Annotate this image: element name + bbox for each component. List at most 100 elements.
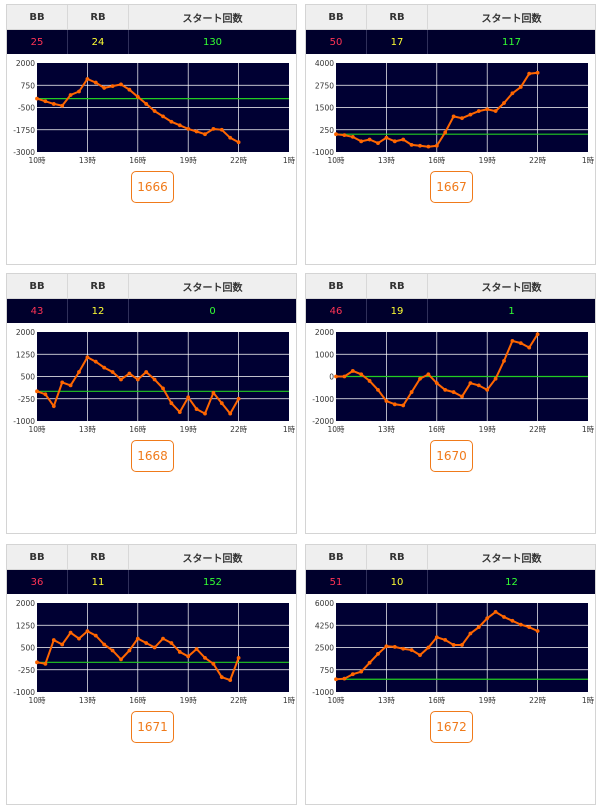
- rb-header: RB: [68, 274, 129, 298]
- data-point: [384, 399, 389, 403]
- y-tick-label: -2000: [312, 417, 334, 426]
- x-tick-label: 19時: [479, 696, 497, 705]
- x-tick-label: 16時: [129, 156, 147, 165]
- x-tick-label: 10時: [28, 696, 46, 705]
- data-point: [211, 126, 216, 131]
- x-tick-label: 16時: [129, 696, 147, 705]
- data-point: [468, 112, 473, 117]
- machine-number-button[interactable]: 1666: [131, 171, 174, 203]
- line-chart: 10時 13時 16時 19時 22時 1時 6000 4250 2500 750 -1000: [312, 599, 595, 705]
- y-tick-label: -1000: [13, 688, 35, 697]
- data-point: [468, 381, 473, 386]
- data-point: [342, 374, 347, 379]
- data-point: [401, 403, 406, 408]
- data-point: [359, 669, 364, 674]
- data-point: [535, 332, 540, 337]
- data-point: [350, 369, 355, 373]
- data-point: [409, 142, 414, 147]
- x-tick-label: 13時: [79, 696, 97, 705]
- data-point: [194, 129, 199, 134]
- x-tick-label: 13時: [378, 156, 396, 165]
- data-point: [426, 645, 431, 650]
- data-point: [194, 407, 199, 412]
- x-tick-label: 13時: [79, 425, 97, 434]
- bb-value: 50: [306, 30, 367, 54]
- y-tick-label: 2000: [16, 59, 35, 68]
- data-point: [186, 126, 191, 131]
- table-values: 46 19 1: [306, 299, 595, 323]
- data-point: [219, 127, 224, 132]
- data-point: [228, 678, 233, 683]
- data-point: [493, 376, 498, 381]
- data-point: [426, 144, 431, 149]
- x-tick-label: 1時: [582, 696, 595, 705]
- data-point: [485, 387, 490, 392]
- data-point: [342, 133, 347, 137]
- data-point: [460, 394, 464, 399]
- line-chart: 10時 13時 16時 19時 22時 1時 2000 1000 0 -1000 -2000: [312, 328, 595, 434]
- data-point: [35, 96, 39, 101]
- start-count-header: スタート回数: [182, 282, 243, 294]
- x-tick-label: 22時: [529, 696, 547, 705]
- machine-number-button[interactable]: 1670: [430, 440, 473, 472]
- bb-header: BB: [306, 545, 367, 569]
- bb-header: BB: [306, 274, 367, 298]
- x-tick-label: 16時: [428, 696, 446, 705]
- x-tick-label: 19時: [180, 156, 198, 165]
- data-point: [51, 102, 56, 106]
- machine-number-button[interactable]: 1672: [430, 711, 473, 743]
- machine-number-button[interactable]: 1668: [131, 440, 174, 472]
- data-point: [35, 389, 39, 394]
- data-point: [392, 139, 397, 144]
- table-header: BB RB スタート回数: [7, 274, 296, 299]
- data-point: [161, 636, 165, 641]
- data-point: [476, 109, 481, 113]
- data-point: [127, 648, 132, 653]
- data-point: [35, 660, 39, 665]
- data-point: [476, 625, 481, 630]
- x-tick-label: 16時: [129, 425, 147, 434]
- data-point: [102, 86, 107, 90]
- rb-header: RB: [367, 274, 428, 298]
- data-point: [451, 114, 456, 119]
- data-point: [334, 132, 338, 137]
- machine-number-button[interactable]: 1671: [131, 711, 174, 743]
- x-tick-label: 22時: [230, 425, 248, 434]
- y-tick-label: 4250: [315, 621, 334, 630]
- data-point: [93, 633, 98, 638]
- data-point: [169, 401, 174, 406]
- x-tick-label: 10時: [28, 156, 46, 165]
- x-tick-label: 1時: [582, 425, 595, 434]
- line-chart: 10時 13時 16時 19時 22時 1時 2000 1250 500 -250 -1000: [13, 328, 295, 434]
- y-tick-label: 2500: [315, 644, 334, 653]
- data-point: [367, 379, 372, 383]
- data-point: [518, 85, 523, 89]
- rb-value: 17: [367, 30, 428, 54]
- y-tick-label: 750: [21, 81, 36, 90]
- machine-card: BB RB スタート回数 43 12 0 1668 10時 13時 16時 19時 22時 1時 2000…: [6, 273, 297, 534]
- x-tick-label: 16時: [428, 156, 446, 165]
- data-point: [228, 135, 233, 140]
- data-point: [85, 77, 90, 81]
- y-tick-label: 1250: [16, 350, 35, 359]
- y-tick-label: 2000: [315, 328, 334, 337]
- table-header: BB RB スタート回数: [7, 545, 296, 570]
- start-count-header: スタート回数: [182, 553, 243, 565]
- data-point: [43, 392, 48, 397]
- data-point: [169, 641, 174, 645]
- data-point: [510, 618, 515, 623]
- y-tick-label: -1000: [13, 417, 35, 426]
- rb-value: 19: [367, 299, 428, 323]
- data-point: [119, 657, 123, 662]
- data-point: [161, 114, 165, 119]
- rb-header: RB: [367, 5, 428, 29]
- machine-number-button[interactable]: 1667: [430, 171, 473, 203]
- data-point: [144, 370, 149, 374]
- data-point: [443, 387, 448, 392]
- y-tick-label: 0: [329, 373, 334, 382]
- data-point: [68, 93, 73, 97]
- x-tick-label: 19時: [180, 696, 198, 705]
- table-values: 51 10 12: [306, 570, 595, 594]
- x-tick-label: 1時: [582, 156, 595, 165]
- x-tick-label: 13時: [378, 696, 396, 705]
